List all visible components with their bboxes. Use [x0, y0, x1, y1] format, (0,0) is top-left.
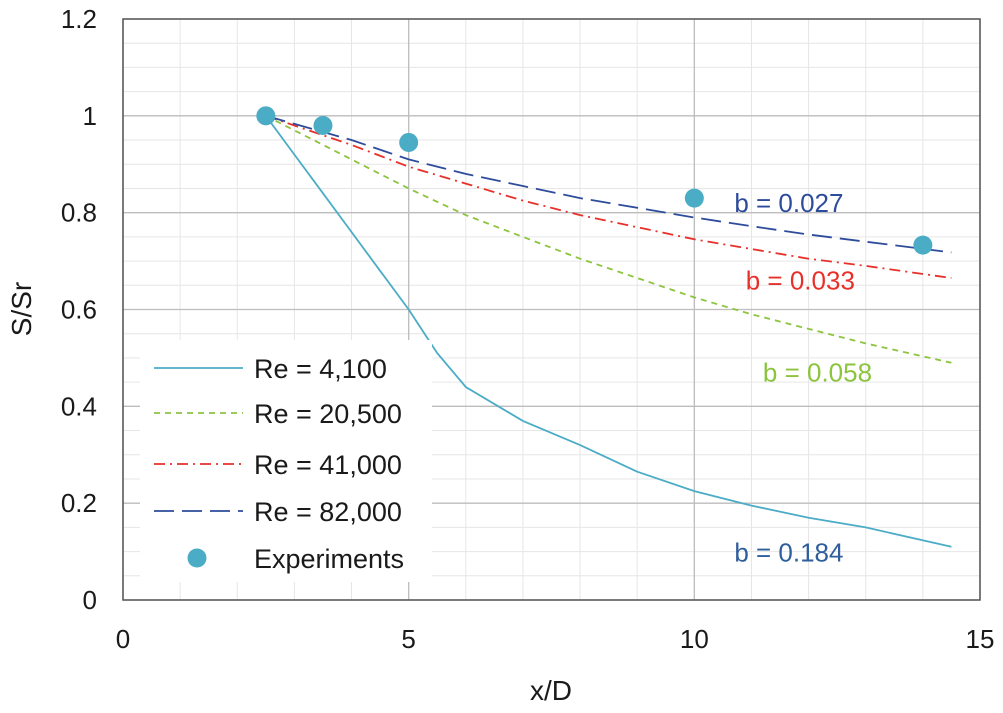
- experiment-point: [684, 188, 704, 208]
- legend-label: Re = 20,500: [254, 399, 402, 429]
- y-axis-title: S/Sr: [6, 282, 37, 336]
- legend: Re = 4,100 Re = 20,500 Re = 41,000 Re = 82,…: [140, 340, 432, 582]
- series-lines: [265, 114, 952, 548]
- b-value-annotation: b = 0.184: [734, 538, 843, 568]
- experiment-point: [256, 106, 276, 126]
- annotations: b = 0.027 b = 0.033 b = 0.058 b = 0.184: [734, 188, 872, 568]
- y-tick-label: 0.4: [61, 391, 97, 421]
- b-value-annotation: b = 0.058: [763, 357, 872, 387]
- y-tick-label: 1: [83, 101, 97, 131]
- series-line: [265, 114, 952, 279]
- x-axis-tick-labels: 0 5 10 15: [116, 624, 995, 654]
- legend-label: Re = 82,000: [254, 497, 402, 527]
- y-axis-tick-labels: 0 0.2 0.4 0.6 0.8 1 1.2: [61, 4, 97, 615]
- y-tick-label: 0.8: [61, 198, 97, 228]
- series-line: [265, 114, 952, 254]
- y-tick-label: 0: [83, 585, 97, 615]
- x-tick-label: 15: [966, 624, 995, 654]
- experiment-point: [913, 235, 933, 255]
- b-value-annotation: b = 0.033: [746, 265, 855, 295]
- series-line: [265, 114, 952, 364]
- y-tick-label: 0.2: [61, 488, 97, 518]
- x-axis-title: x/D: [530, 675, 572, 706]
- x-tick-label: 10: [680, 624, 709, 654]
- legend-label: Re = 4,100: [254, 354, 387, 384]
- legend-box: [140, 340, 432, 582]
- series-line: [265, 115, 952, 548]
- y-tick-label: 0.6: [61, 295, 97, 325]
- x-tick-label: 5: [401, 624, 415, 654]
- legend-label: Experiments: [254, 544, 404, 574]
- plot-frame: [122, 18, 981, 601]
- y-tick-label: 1.2: [61, 4, 97, 34]
- legend-marker: [187, 548, 207, 568]
- experiment-point: [399, 132, 419, 152]
- x-tick-label: 0: [116, 624, 130, 654]
- b-value-annotation: b = 0.027: [734, 188, 843, 218]
- legend-label: Re = 41,000: [254, 450, 402, 480]
- experiment-points: [256, 106, 933, 255]
- experiment-point: [313, 116, 333, 136]
